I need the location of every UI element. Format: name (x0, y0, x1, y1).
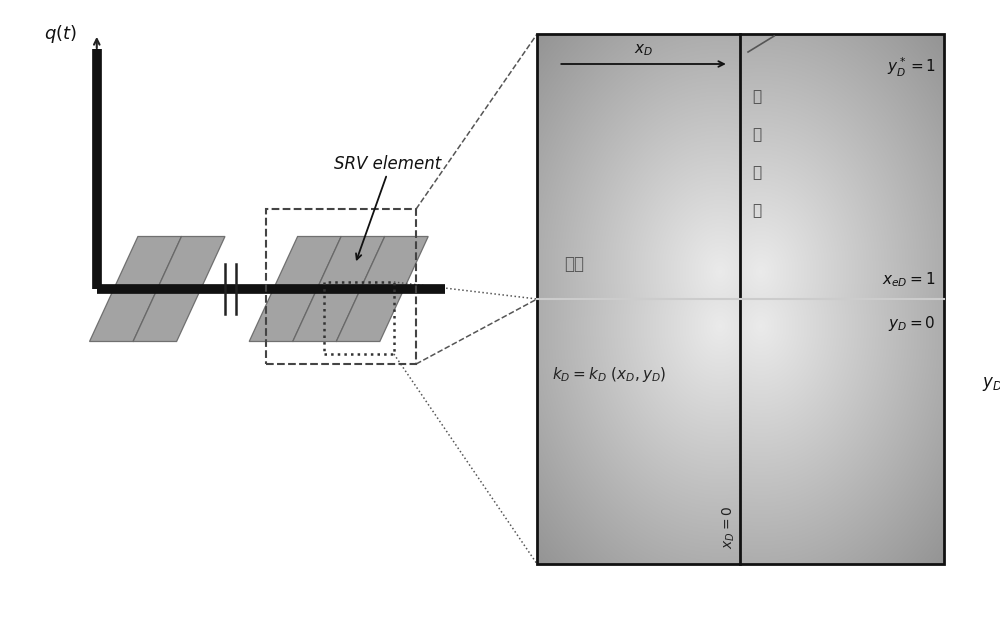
Text: $y_D=0$: $y_D=0$ (888, 314, 936, 333)
Bar (537, 34, 944, 564)
Text: 裂: 裂 (752, 165, 761, 180)
Polygon shape (90, 236, 181, 342)
Text: $q(t)$: $q(t)$ (44, 23, 77, 45)
Polygon shape (249, 236, 341, 342)
Text: $x_{eD}=1$: $x_{eD}=1$ (882, 270, 936, 288)
Text: $k_D=k_D\ (x_D,y_D)$: $k_D=k_D\ (x_D,y_D)$ (552, 365, 666, 384)
Text: 井筒: 井筒 (564, 255, 584, 273)
Text: 一: 一 (752, 89, 761, 104)
Text: $x_D=0$: $x_D=0$ (720, 506, 737, 549)
Bar (324, 282, 394, 354)
Polygon shape (133, 236, 225, 342)
Text: 缝: 缝 (752, 203, 761, 218)
Text: 级: 级 (752, 127, 761, 142)
Polygon shape (336, 236, 428, 342)
Text: $x_D$: $x_D$ (634, 42, 653, 58)
Text: $y_D$: $y_D$ (982, 375, 1000, 393)
Bar (266, 209, 416, 364)
Text: SRV element: SRV element (334, 155, 441, 173)
Polygon shape (293, 236, 385, 342)
Text: $y^*_D=1$: $y^*_D=1$ (887, 56, 936, 79)
